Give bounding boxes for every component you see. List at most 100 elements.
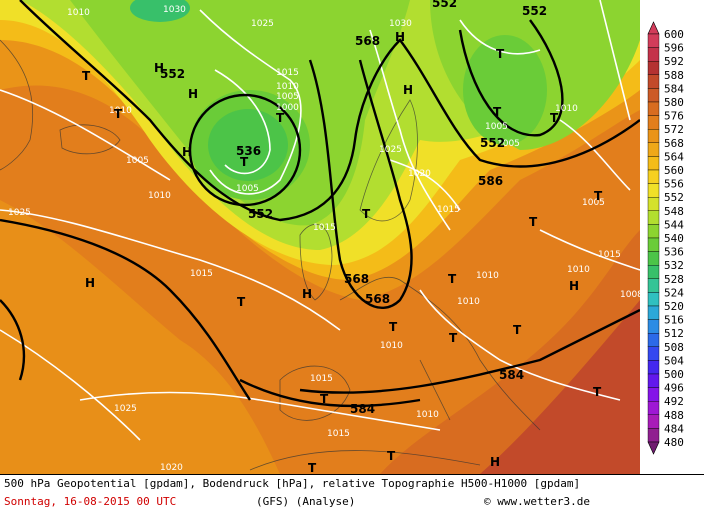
colorbar-tick-label: 512 bbox=[664, 327, 684, 340]
pressure-label: 1025 bbox=[251, 19, 274, 29]
colorbar-cell bbox=[647, 33, 660, 48]
colorbar-tick-label: 484 bbox=[664, 422, 684, 435]
isobar bbox=[214, 69, 271, 175]
colorbar-cell bbox=[647, 115, 660, 130]
low-pressure-marker: T bbox=[513, 323, 522, 337]
coastline-scandinavia bbox=[359, 99, 418, 222]
pressure-label: 1025 bbox=[114, 404, 137, 414]
region-528 bbox=[463, 35, 547, 145]
region-top-cold bbox=[130, 0, 190, 22]
high-pressure-marker: H bbox=[302, 287, 312, 301]
low-pressure-marker: T bbox=[387, 449, 396, 463]
pressure-label: 1020 bbox=[408, 169, 431, 179]
geopotential-label: 552 bbox=[480, 136, 505, 150]
colorbar-tick-label: 544 bbox=[664, 218, 684, 231]
geopotential-contour bbox=[19, 0, 640, 222]
colorbar-cell bbox=[647, 237, 660, 252]
colorbar-cells bbox=[647, 21, 660, 455]
geopotential-label: 552 bbox=[248, 207, 273, 221]
isobar bbox=[419, 289, 621, 401]
region-588 bbox=[480, 300, 640, 474]
low-pressure-marker: T bbox=[448, 272, 457, 286]
colorbar-tick-label: 508 bbox=[664, 341, 684, 354]
geopotential-label: 552 bbox=[432, 0, 457, 10]
geopotential-label: 586 bbox=[478, 174, 503, 188]
low-pressure-marker: T bbox=[496, 47, 505, 61]
geopotential-contour bbox=[0, 218, 251, 401]
pressure-label: 1025 bbox=[379, 145, 402, 155]
pressure-label: 1015 bbox=[190, 269, 213, 279]
pressure-label: 1005 bbox=[582, 198, 605, 208]
pressure-label: 1005 bbox=[497, 139, 520, 149]
coastline-iberia bbox=[279, 365, 351, 421]
caption-model: (GFS) (Analyse) bbox=[256, 495, 356, 508]
low-pressure-marker: T bbox=[550, 111, 559, 125]
pressure-label: 1015 bbox=[327, 429, 350, 439]
geopotential-contour bbox=[299, 308, 640, 394]
pressure-label: 1010 bbox=[380, 341, 403, 351]
high-pressure-marker: H bbox=[490, 455, 500, 469]
colorbar-tick-label: 596 bbox=[664, 42, 684, 55]
geopotential-contour bbox=[308, 59, 413, 310]
pressure-label: 1010 bbox=[148, 191, 171, 201]
colorbar-tick-label: 556 bbox=[664, 178, 684, 191]
low-pressure-marker: T bbox=[493, 105, 502, 119]
pressure-label: 1010 bbox=[109, 106, 132, 116]
colorbar-cell bbox=[647, 333, 660, 348]
pressure-label: 1010 bbox=[567, 265, 590, 275]
high-pressure-marker: H bbox=[85, 276, 95, 290]
pressure-label: 1010 bbox=[67, 8, 90, 18]
region-532 bbox=[208, 109, 288, 181]
low-pressure-marker: T bbox=[237, 295, 246, 309]
high-pressure-marker: H bbox=[403, 83, 413, 97]
colorbar-tick-label: 500 bbox=[664, 368, 684, 381]
isobar bbox=[79, 391, 261, 401]
isobar bbox=[459, 19, 541, 55]
colorbar-cell bbox=[647, 319, 660, 334]
colorbar-tick-label: 504 bbox=[664, 354, 684, 367]
colorbar-tick-label: 520 bbox=[664, 300, 684, 313]
pressure-label: 1005 bbox=[276, 92, 299, 102]
colorbar-tick-label: 584 bbox=[664, 82, 684, 95]
colorbar-cell bbox=[647, 305, 660, 320]
pressure-label: 1010 bbox=[276, 82, 299, 92]
colorbar-tick-label: 548 bbox=[664, 205, 684, 218]
low-pressure-marker: T bbox=[114, 107, 123, 121]
colorbar-cell bbox=[647, 196, 660, 211]
colorbar-tick-label: 532 bbox=[664, 259, 684, 272]
colorbar-cell bbox=[647, 292, 660, 307]
high-pressure-marker: H bbox=[188, 87, 198, 101]
isobar bbox=[199, 9, 302, 195]
coastline-greenland bbox=[0, 39, 34, 171]
caption-date: Sonntag, 16-08-2015 00 UTC bbox=[4, 495, 177, 508]
pressure-label: 1010 bbox=[476, 271, 499, 281]
isobar bbox=[0, 209, 341, 331]
colorbar-cell bbox=[647, 74, 660, 89]
colorbar-tick-label: 564 bbox=[664, 150, 684, 163]
low-pressure-marker: T bbox=[320, 392, 329, 406]
colorbar-cell bbox=[647, 346, 660, 361]
colorbar-tick-label: 576 bbox=[664, 110, 684, 123]
pressure-label: 1025 bbox=[8, 208, 31, 218]
colorbar-cell bbox=[647, 169, 660, 184]
pressure-label: 1000 bbox=[276, 103, 299, 113]
colorbar-cell bbox=[647, 156, 660, 171]
isobar bbox=[389, 159, 461, 211]
colorbar-cell bbox=[647, 61, 660, 76]
pressure-label: 1005 bbox=[236, 184, 259, 194]
colorbar-labels: 6005965925885845805765725685645605565525… bbox=[664, 28, 684, 449]
geopotential-contour bbox=[458, 19, 564, 137]
colorbar-tick-label: 524 bbox=[664, 286, 684, 299]
colorbar-cell bbox=[647, 210, 660, 225]
geopotential-contour bbox=[188, 93, 302, 207]
pressure-label: 1010 bbox=[555, 104, 578, 114]
colorbar-cell bbox=[647, 401, 660, 416]
colorbar-cell bbox=[647, 47, 660, 62]
geopotential-contour bbox=[239, 378, 421, 408]
colorbar-cell bbox=[647, 183, 660, 198]
colorbar-cell bbox=[647, 428, 660, 443]
colorbar-cell bbox=[647, 265, 660, 280]
low-pressure-marker: T bbox=[276, 111, 285, 125]
low-pressure-marker: T bbox=[82, 69, 91, 83]
geopotential-label: 552 bbox=[522, 4, 547, 18]
